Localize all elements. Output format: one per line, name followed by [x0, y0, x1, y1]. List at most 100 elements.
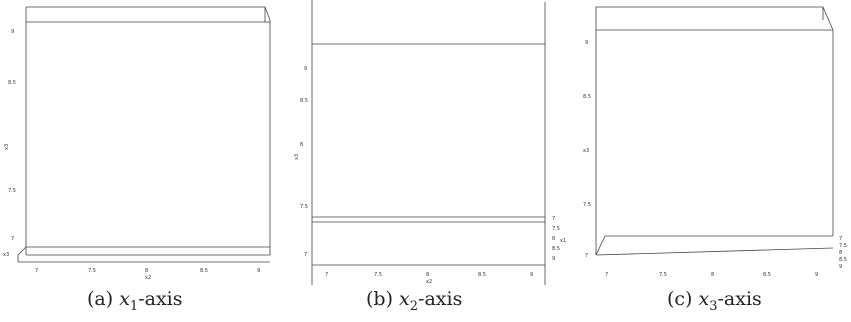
vector-glyph: [209, 29, 210, 42]
panel-x2-axis: 9 8.5 8 x3 7.5 7 7 7.5 8 x1 8.5 9 7 7.5 …: [290, 0, 575, 322]
vector-glyph: [709, 24, 715, 28]
vector-glyph: [606, 18, 612, 24]
vector-glyph: [90, 132, 94, 150]
vector-glyph: [327, 196, 337, 208]
vector-glyph: [86, 78, 92, 98]
y-tick: 7: [11, 236, 14, 242]
vector-glyph: [146, 187, 149, 205]
x-tick: 7: [325, 272, 328, 278]
vector-glyph: [761, 12, 767, 20]
vector-glyph: [532, 20, 550, 32]
vector-glyph: [606, 190, 630, 194]
vector-glyph: [658, 70, 670, 78]
vector-glyph: [86, 236, 92, 256]
vector-glyph: [149, 28, 150, 44]
vector-field-plot-a: 9 8.5 x3 7.5 7 x3 7 7.5 8 x2 8.5 9: [3, 6, 271, 281]
vector-glyph: [210, 135, 213, 146]
vector-glyph: [709, 133, 727, 138]
vector-glyph: [811, 79, 823, 84]
vector-glyph: [761, 79, 773, 84]
vector-glyph: [257, 27, 259, 45]
vector-glyph: [374, 122, 392, 127]
vector-glyph: [254, 131, 258, 151]
vector-glyph: [38, 238, 40, 254]
vector-glyph: [210, 240, 213, 251]
vector-glyph: [149, 133, 150, 149]
vector-glyph: [146, 79, 149, 97]
vector-glyph: [761, 136, 779, 140]
vector-glyph: [709, 234, 739, 242]
vector-glyph: [209, 189, 210, 202]
panel-x3-axis: 9 8.5 x3 7.5 7 7 7.5 8 8.5 9 7 7.5 8 8.5…: [575, 0, 851, 322]
vector-glyph: [658, 243, 688, 248]
vector-glyph: [263, 82, 267, 93]
side-tick: 7: [552, 216, 555, 222]
vector-glyph: [254, 186, 258, 206]
vector-glyph: [606, 82, 618, 86]
vector-glyph: [86, 186, 92, 206]
vector-glyph: [428, 148, 442, 160]
vector-glyph: [658, 240, 688, 246]
vector-glyph: [376, 52, 388, 64]
vector-glyph: [32, 26, 38, 46]
vector-glyph: [207, 28, 208, 44]
vector-glyph: [327, 247, 337, 259]
vector-glyph: [38, 188, 40, 204]
vector-glyph: [262, 29, 264, 42]
vector-glyph: [90, 187, 94, 205]
x-tick: 8: [426, 272, 429, 278]
bounding-box-b: [311, 0, 546, 285]
vector-arrows-a: [32, 26, 266, 256]
vector-glyph: [478, 18, 496, 25]
vector-glyph: [811, 21, 817, 26]
y-tick: 9: [585, 40, 588, 46]
vector-glyph: [480, 196, 496, 208]
vector-glyph: [325, 146, 343, 150]
vector-glyph: [606, 76, 618, 82]
vector-glyph: [325, 170, 343, 174]
vector-glyph: [811, 124, 829, 132]
vector-glyph: [811, 70, 823, 78]
vector-glyph: [428, 100, 442, 112]
vector-glyph: [43, 190, 45, 201]
caption-c: (c) x3-axis: [667, 288, 762, 314]
y-tick: 7: [585, 253, 588, 259]
vector-glyph: [428, 76, 442, 88]
vector-glyph: [658, 234, 688, 242]
vector-glyph: [257, 237, 259, 255]
side-axis-label: x1: [560, 238, 566, 244]
vector-glyph: [658, 21, 664, 26]
vector-glyph: [658, 76, 670, 82]
vector-glyph: [709, 187, 733, 192]
side-tick: 7.5: [552, 226, 560, 232]
x-axis-label: x2: [145, 275, 151, 281]
vector-glyph: [658, 178, 682, 186]
vector-glyph: [152, 81, 153, 94]
vector-glyph: [811, 234, 841, 242]
panel-x1-axis: 9 8.5 x3 7.5 7 x3 7 7.5 8 x2 8.5 9 (a) x…: [0, 0, 290, 322]
vector-glyph: [606, 70, 618, 78]
vector-glyph: [374, 50, 392, 55]
vector-glyph: [257, 79, 259, 97]
vector-glyph: [325, 122, 343, 126]
vector-glyph: [257, 132, 259, 150]
vector-glyph: [478, 170, 496, 177]
y-tick-labels-b: 9 8.5 8 x3 7.5 7: [294, 66, 308, 258]
vector-glyph: [207, 133, 208, 149]
vector-glyph: [761, 184, 785, 190]
vector-glyph: [426, 194, 444, 200]
vector-glyph: [200, 186, 205, 206]
vector-glyph: [761, 18, 767, 24]
vector-glyph: [35, 132, 39, 150]
vector-glyph: [200, 26, 205, 46]
vector-glyph: [606, 12, 612, 20]
vector-glyph: [480, 76, 496, 88]
vector-glyph: [325, 98, 343, 102]
vector-glyph: [426, 146, 444, 152]
side-tick: 9: [552, 256, 555, 262]
vector-glyph: [811, 190, 835, 194]
vector-glyph: [426, 245, 444, 251]
vector-glyph: [203, 132, 206, 150]
y-tick: 8: [300, 142, 303, 148]
vector-glyph: [480, 222, 496, 234]
